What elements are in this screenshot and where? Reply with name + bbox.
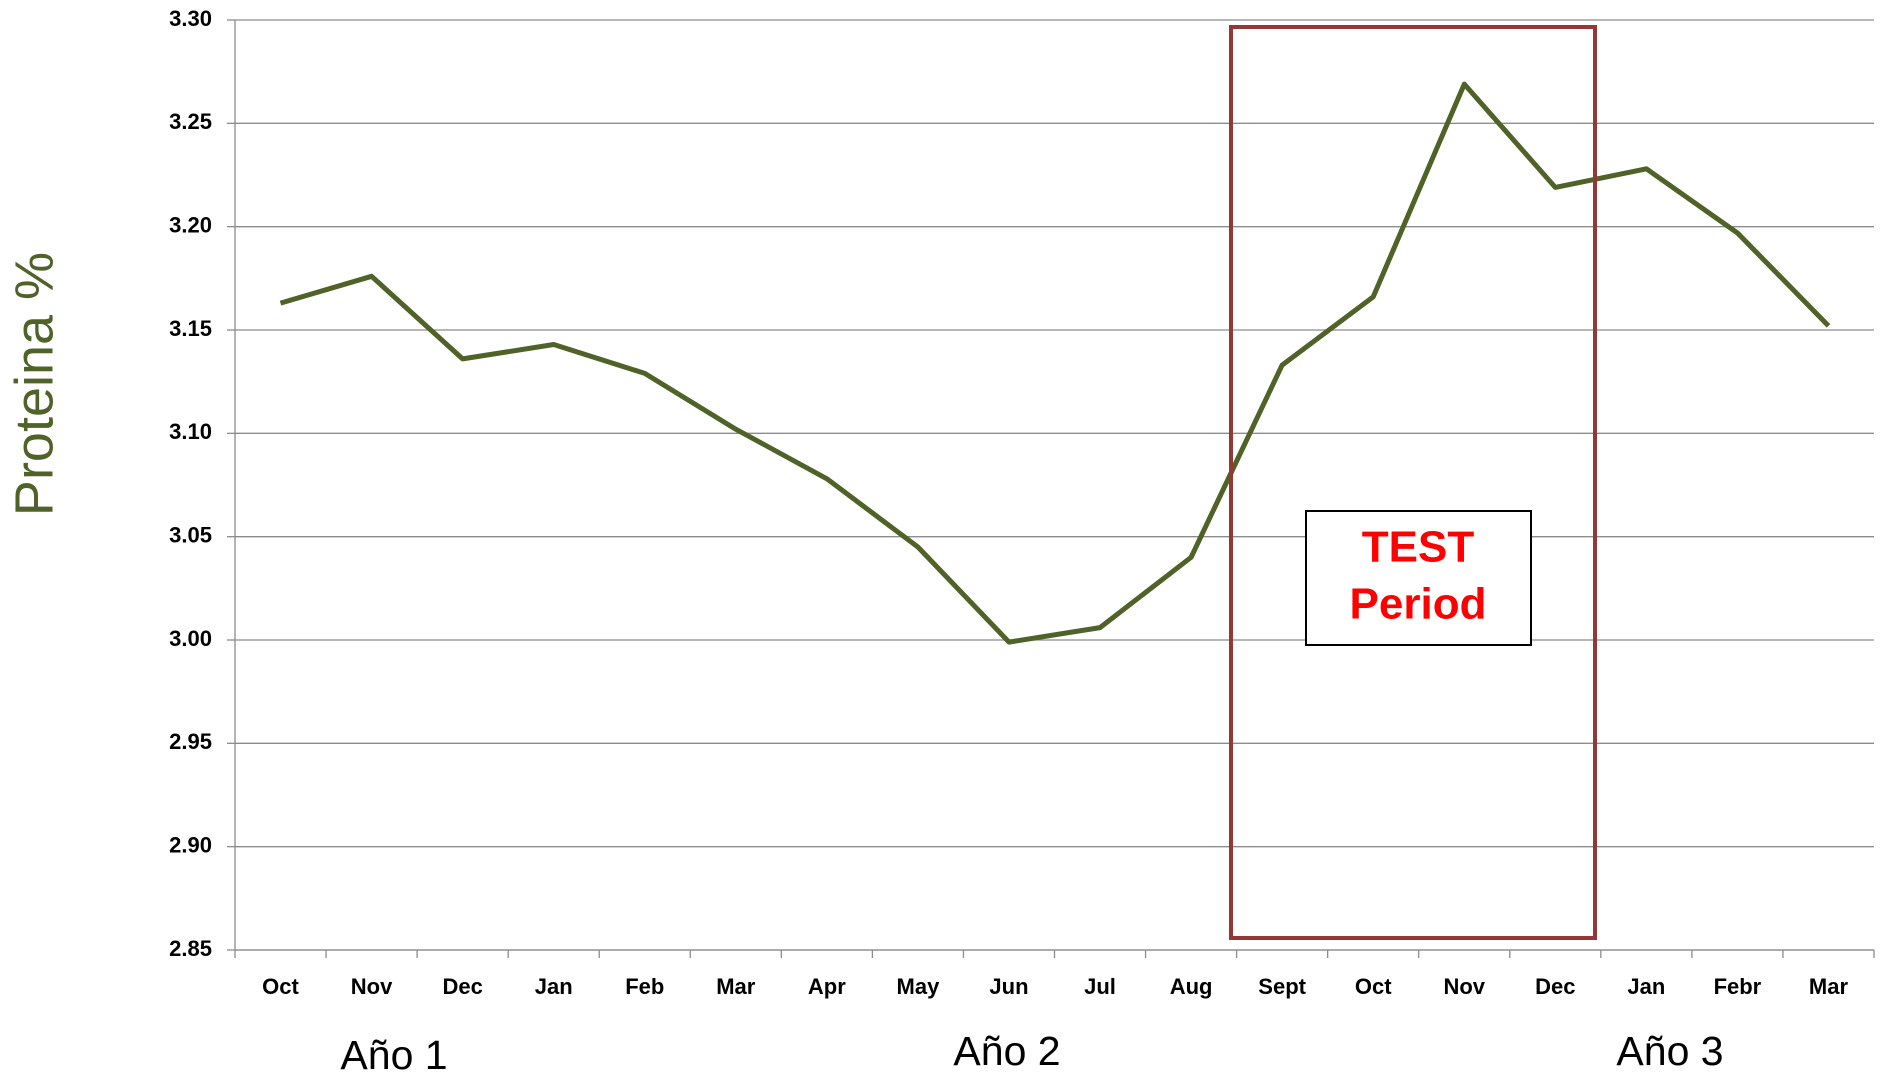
year-label: Año 3 [1616, 1028, 1723, 1074]
x-tick-label: Apr [808, 974, 846, 999]
y-tick-label: 2.85 [169, 936, 212, 961]
y-axis-label: Proteina % [4, 252, 64, 516]
x-tick-label: May [897, 974, 941, 999]
year-label: Año 1 [340, 1032, 447, 1078]
x-tick-label: Oct [1355, 974, 1392, 999]
y-tick-label: 3.30 [169, 6, 212, 31]
x-tick-label: Dec [1535, 974, 1575, 999]
annotation-box [1305, 510, 1532, 646]
x-tick-label: Febr [1714, 974, 1762, 999]
x-tick-label: Jan [1627, 974, 1665, 999]
annotation: Period [1350, 580, 1487, 629]
x-tick-label: Dec [442, 974, 482, 999]
x-tick-label: Jul [1084, 974, 1116, 999]
y-tick-label: 3.05 [169, 522, 212, 547]
test-period-box [1229, 25, 1597, 940]
x-tick-label: Jan [535, 974, 573, 999]
x-tick-label: Jun [989, 974, 1028, 999]
x-tick-label: Nov [1443, 974, 1485, 999]
year-label: Año 2 [953, 1028, 1060, 1074]
y-tick-label: 3.00 [169, 626, 212, 651]
y-tick-label: 3.10 [169, 419, 212, 444]
y-tick-label: 3.20 [169, 212, 212, 237]
x-tick-label: Mar [1809, 974, 1849, 999]
y-tick-label: 2.95 [169, 729, 212, 754]
x-tick-label: Feb [625, 974, 664, 999]
x-tick-label: Mar [716, 974, 756, 999]
x-tick-label: Sept [1258, 974, 1306, 999]
x-tick-label: Oct [262, 974, 299, 999]
annotation: TEST [1362, 523, 1475, 572]
y-tick-label: 3.15 [169, 316, 212, 341]
data-line [279, 81, 1831, 645]
x-tick-label: Nov [351, 974, 393, 999]
y-tick-label: 3.25 [169, 109, 212, 134]
x-tick-label: Aug [1170, 974, 1213, 999]
y-tick-label: 2.90 [169, 832, 212, 857]
